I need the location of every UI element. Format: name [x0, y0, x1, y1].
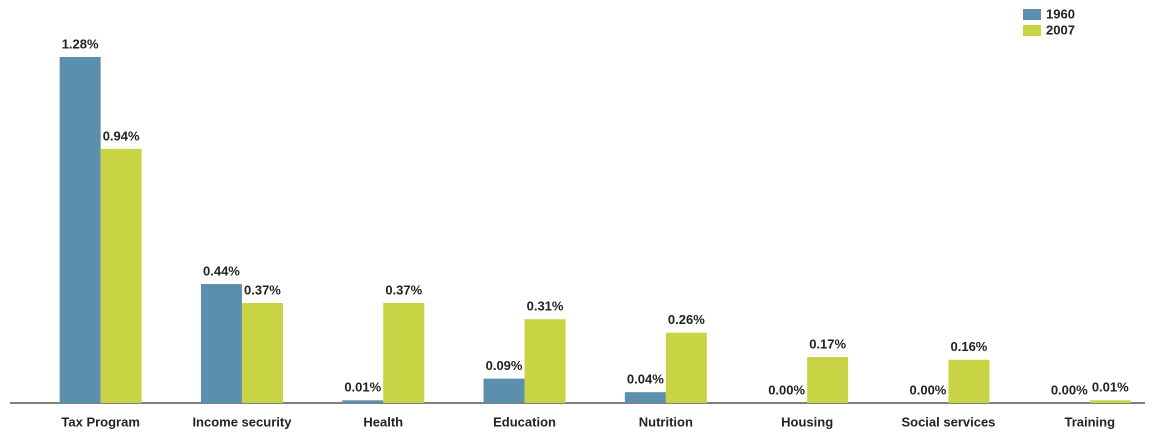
x-tick-label: Education: [493, 414, 556, 429]
value-label: 0.17%: [809, 336, 846, 351]
legend-swatch: [1023, 25, 1041, 36]
value-label: 0.37%: [244, 282, 281, 297]
value-label: 0.00%: [910, 382, 947, 397]
legend-swatch: [1023, 9, 1041, 20]
bar: [624, 392, 666, 403]
bar: [100, 148, 142, 403]
value-label: 0.26%: [668, 312, 705, 327]
legend-label: 1960: [1046, 6, 1075, 21]
bar: [59, 57, 101, 403]
bar: [483, 378, 525, 403]
value-label: 0.00%: [768, 382, 805, 397]
bar: [200, 284, 242, 403]
value-label: 0.04%: [627, 372, 664, 387]
x-tick-label: Income security: [192, 414, 292, 429]
bar: [1089, 400, 1131, 403]
value-label: 0.00%: [1051, 382, 1088, 397]
value-label: 0.01%: [344, 380, 381, 395]
bar: [665, 332, 707, 403]
value-label: 0.09%: [486, 358, 523, 373]
x-tick-label: Housing: [781, 414, 833, 429]
value-label: 0.01%: [1092, 380, 1129, 395]
bar: [524, 319, 566, 403]
x-tick-label: Social services: [901, 414, 995, 429]
bar: [241, 302, 283, 403]
value-label: 0.16%: [951, 339, 988, 354]
bar: [342, 400, 384, 403]
value-label: 0.31%: [527, 299, 564, 314]
x-tick-label: Health: [363, 414, 403, 429]
bar: [807, 357, 849, 403]
value-label: 0.44%: [203, 264, 240, 279]
bar: [948, 359, 990, 403]
x-tick-label: Tax Program: [61, 414, 140, 429]
value-label: 0.94%: [103, 128, 140, 143]
value-label: 1.28%: [62, 36, 99, 51]
legend-label: 2007: [1046, 22, 1075, 37]
x-tick-label: Nutrition: [639, 414, 693, 429]
x-tick-label: Training: [1064, 414, 1115, 429]
bar: [383, 302, 425, 403]
value-label: 0.37%: [385, 282, 422, 297]
